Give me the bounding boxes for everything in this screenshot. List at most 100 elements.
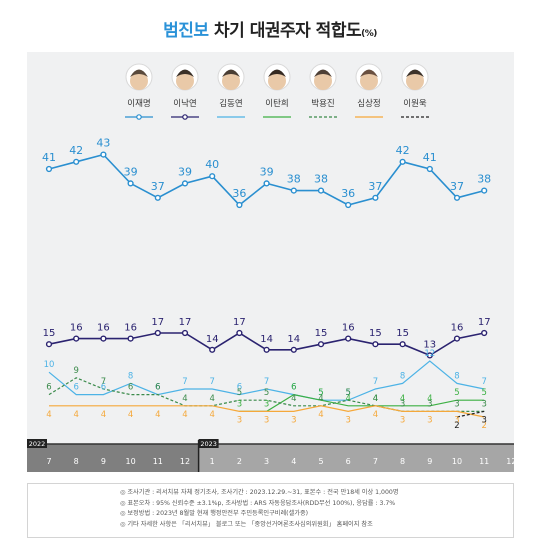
- legend-marker: [182, 114, 188, 120]
- data-label: 16: [342, 323, 355, 334]
- legend-name: 김동연: [219, 98, 242, 109]
- axis-band-2023: [198, 444, 514, 472]
- data-point: [453, 335, 461, 342]
- data-label: 4: [291, 394, 296, 404]
- hair-icon: [222, 69, 240, 77]
- data-point: [127, 335, 134, 342]
- data-label: 3: [481, 399, 486, 409]
- data-label: 16: [451, 323, 464, 334]
- data-label: 38: [314, 173, 328, 186]
- data-label: 15: [369, 328, 382, 339]
- data-label: 37: [151, 180, 165, 193]
- data-label: 8: [454, 371, 459, 381]
- data-point: [100, 335, 107, 342]
- portrait-icon: [222, 72, 240, 90]
- data-label: 15: [396, 328, 409, 339]
- legend-marker: [136, 114, 142, 120]
- chart-title: 범진보 차기 대권주자 적합도(%): [163, 21, 377, 41]
- data-label: 3: [400, 399, 405, 409]
- data-label: 5: [264, 388, 269, 398]
- data-point: [290, 187, 297, 194]
- data-label: 6: [155, 383, 160, 393]
- data-label: 10: [44, 360, 55, 370]
- data-point: [399, 158, 406, 165]
- data-point: [154, 329, 161, 337]
- data-point: [154, 194, 161, 201]
- x-tick-label: 7: [373, 457, 378, 466]
- data-label: 37: [450, 180, 464, 193]
- data-label: 6: [291, 383, 296, 393]
- portrait-icon: [130, 72, 148, 90]
- data-label: 14: [206, 334, 219, 345]
- data-label: 41: [42, 151, 56, 164]
- year-label: 2022: [29, 440, 46, 448]
- data-label: 42: [69, 144, 83, 157]
- data-point: [209, 346, 216, 353]
- data-label: 17: [233, 317, 246, 328]
- series-line: [49, 405, 485, 418]
- data-point: [236, 329, 243, 337]
- data-label: 3: [264, 399, 269, 409]
- data-point: [481, 187, 488, 194]
- data-point: [317, 187, 325, 194]
- data-label: 6: [291, 383, 296, 393]
- x-tick-label: 11: [479, 457, 489, 466]
- data-label: 5: [237, 388, 242, 398]
- data-label: 16: [124, 323, 137, 334]
- data-label: 38: [477, 173, 491, 186]
- data-label: 3: [237, 399, 242, 409]
- data-point: [426, 165, 433, 173]
- data-point: [372, 194, 379, 201]
- data-point: [426, 352, 433, 359]
- data-label: 15: [315, 328, 328, 339]
- data-label: 3: [427, 399, 432, 409]
- data-label: 4: [155, 410, 160, 420]
- data-point: [73, 335, 80, 342]
- survey-notes: ◎ 조사기관 : 리서치뷰 자체 정기조사, 조사기간 : 2023.12.29…: [27, 483, 514, 538]
- data-label: 4: [373, 394, 378, 404]
- data-label: 4: [400, 394, 405, 404]
- data-point: [317, 341, 325, 348]
- data-label: 4: [209, 410, 214, 420]
- portrait-icon: [176, 72, 194, 90]
- x-tick-label: 5: [318, 457, 323, 466]
- legend-name: 이원욱: [403, 98, 427, 109]
- data-label: 36: [232, 187, 246, 200]
- data-label: 3: [427, 415, 432, 425]
- series-line: [48, 153, 485, 207]
- data-label: 37: [368, 180, 382, 193]
- data-label: 4: [46, 410, 51, 420]
- data-label: 2: [454, 421, 459, 431]
- data-label: 3: [291, 415, 296, 425]
- data-label: 39: [260, 165, 274, 178]
- x-tick-label: 11: [153, 457, 163, 466]
- data-label: 3: [481, 415, 486, 425]
- data-point: [345, 201, 352, 209]
- x-tick-label: 1: [210, 457, 215, 466]
- data-label: 6: [73, 383, 78, 393]
- data-label: 7: [264, 377, 269, 387]
- line-chart: 이재명 이낙연 김동연 이탄희 박용진 심상정 이원욱4142433937394036393…: [27, 63, 514, 472]
- note-line: ◎ 조사기관 : 리서치뷰 자체 정기조사, 조사기간 : 2023.12.29…: [120, 489, 399, 496]
- portrait-icon: [360, 72, 378, 90]
- data-label: 6: [128, 383, 133, 393]
- legend-name: 박용진: [311, 98, 334, 109]
- data-label: 4: [318, 394, 323, 404]
- legend-name: 이낙연: [173, 98, 196, 109]
- data-label: 38: [287, 173, 301, 186]
- data-label: 5: [345, 388, 350, 398]
- x-tick-label: 8: [400, 457, 405, 466]
- data-label: 7: [373, 377, 378, 387]
- data-label: 17: [151, 317, 164, 328]
- legend-name: 심상정: [357, 98, 380, 109]
- data-label: 12: [424, 349, 435, 359]
- data-point: [263, 180, 270, 187]
- x-tick-label: 12: [506, 457, 514, 466]
- data-label: 40: [205, 158, 219, 171]
- data-label: 3: [454, 415, 459, 425]
- note-line: ◎ 표본오차 : 95% 신뢰수준 ±3.1%p, 조사방법 : ARS 자동응…: [120, 499, 396, 507]
- data-label: 5: [454, 388, 459, 398]
- data-label: 8: [128, 371, 133, 381]
- x-tick-label: 12: [180, 457, 190, 466]
- data-point: [481, 329, 488, 337]
